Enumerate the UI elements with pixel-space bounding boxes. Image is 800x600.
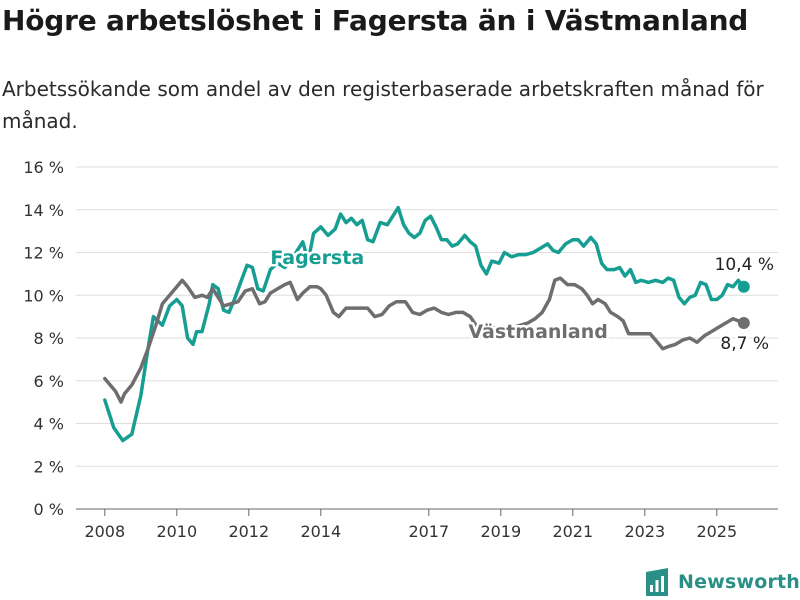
chart-subtitle: Arbetssökande som andel av den registerb…: [2, 77, 764, 133]
x-tick-label: 2019: [480, 522, 521, 541]
x-tick-label: 2025: [696, 522, 737, 541]
end-marker-vastmanland: [737, 317, 750, 330]
x-tick-label: 2014: [300, 522, 341, 541]
series-labels: Fagersta Västmanland 10,4 % 8,7 %: [268, 245, 777, 357]
brand-name: Newsworthy: [678, 571, 800, 593]
newsworthy-brand: Newsworthy: [644, 568, 800, 596]
y-tick-label: 4 %: [34, 415, 64, 434]
end-value-fagersta: 10,4 %: [715, 255, 774, 275]
x-tick-label: 2021: [552, 522, 593, 541]
y-tick-label: 10 %: [23, 286, 64, 305]
y-tick-label: 16 %: [23, 158, 64, 177]
y-tick-label: 8 %: [34, 329, 64, 348]
chart-title: Högre arbetslöshet i Fagersta än i Västm…: [2, 4, 749, 37]
series-name-fagersta: Fagersta: [270, 247, 364, 269]
x-tick-label: 2017: [408, 522, 449, 541]
gridlines: [76, 166, 778, 510]
x-tick-label: 2012: [228, 522, 269, 541]
y-tick-label: 2 %: [34, 457, 64, 476]
series-line-fagersta: [103, 205, 745, 443]
end-marker-fagersta: [737, 280, 750, 293]
y-tick-label: 12 %: [23, 244, 64, 263]
x-tick-label: 2010: [156, 522, 197, 541]
series-lines: [103, 205, 750, 443]
x-axis: 2008 2010 2012 2014 2017 2019 2021 2023 2025: [84, 509, 737, 541]
bar-chart-logo-icon: [646, 568, 668, 596]
y-tick-label: 14 %: [23, 201, 64, 220]
y-tick-label: 0 %: [34, 500, 64, 519]
x-tick-label: 2008: [84, 522, 125, 541]
y-tick-label: 6 %: [34, 372, 64, 391]
y-axis-ticks: 0 % 2 % 4 % 6 % 8 % 10 % 12 % 14 % 16 %: [23, 158, 64, 519]
series-name-vastmanland: Västmanland: [468, 321, 608, 343]
series-line-vastmanland: [103, 276, 745, 404]
end-value-vastmanland: 8,7 %: [720, 334, 769, 354]
x-tick-label: 2023: [624, 522, 665, 541]
